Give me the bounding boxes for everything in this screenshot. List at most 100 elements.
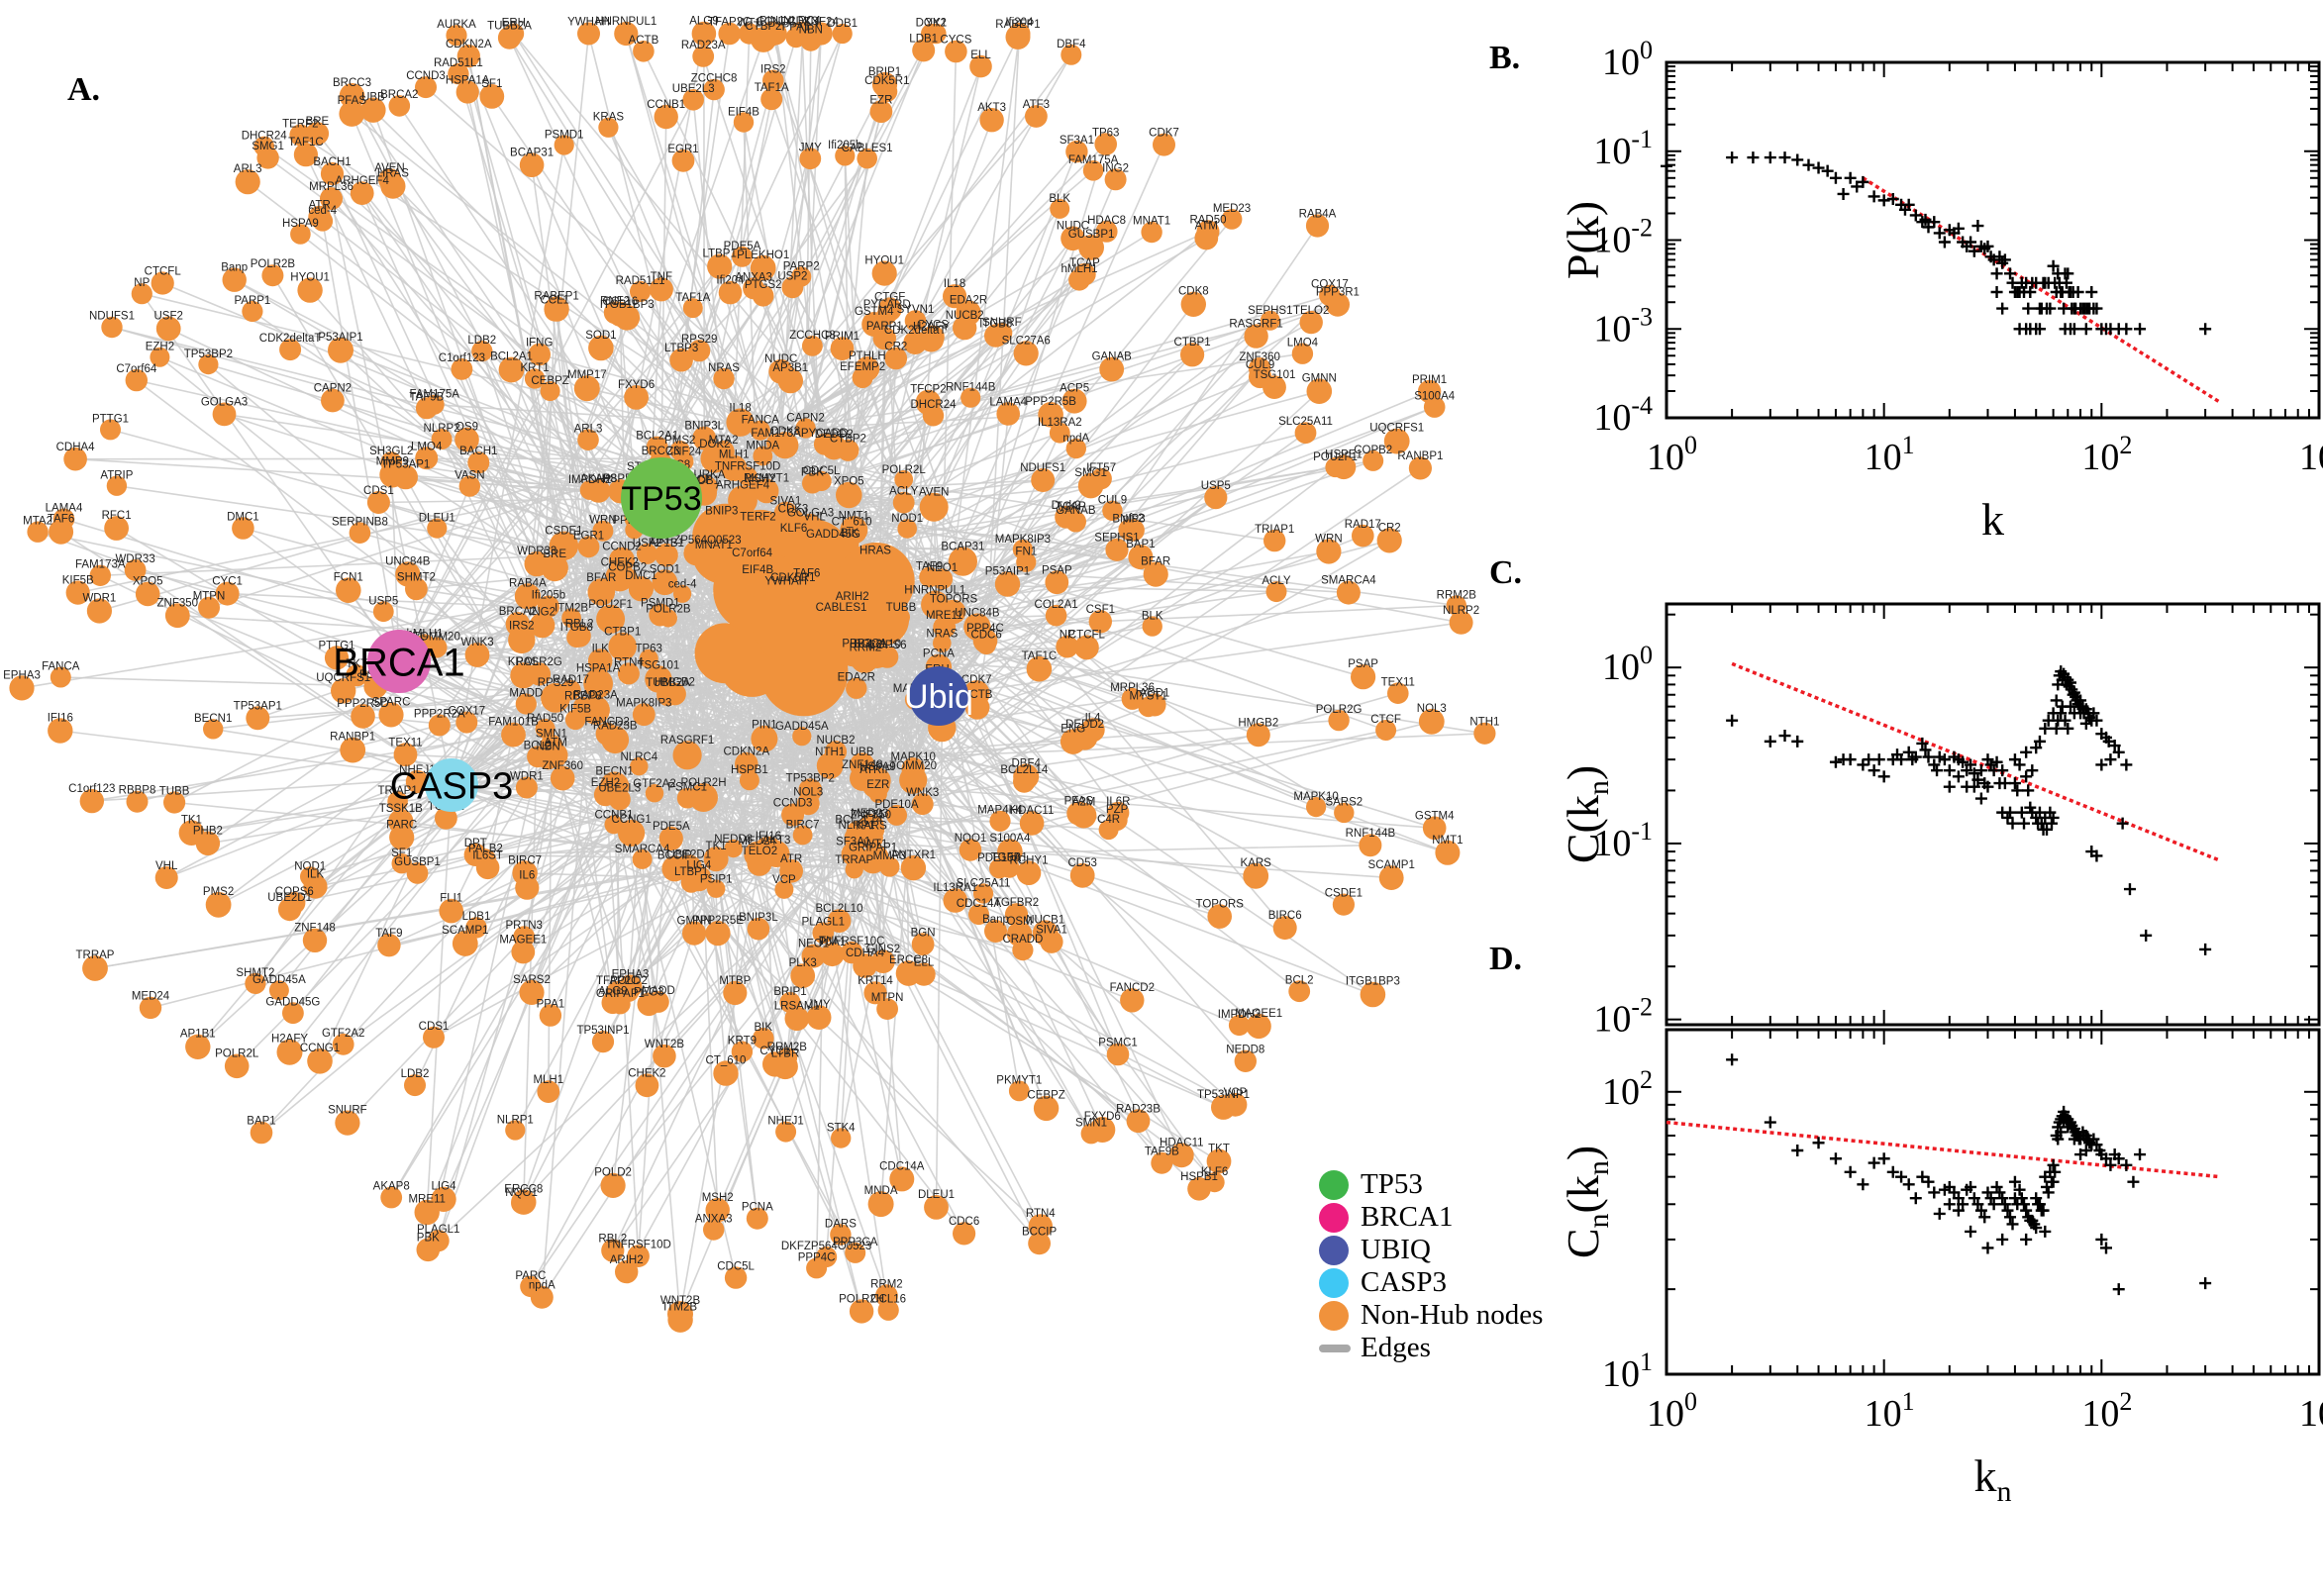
non-hub-node [415, 447, 439, 470]
node-label: SF3A1 [1060, 135, 1094, 147]
node-label: SMARCA4 [615, 844, 670, 855]
x-tick-label: 103 [2299, 1387, 2323, 1435]
axis-ticks [1666, 61, 2320, 419]
non-hub-node [733, 112, 755, 133]
node-label: SMG1 [252, 141, 284, 152]
node-label: RANBP1 [1397, 450, 1443, 462]
node-label: IL13RA1 [933, 882, 977, 894]
node-label: BCL2L10 [816, 903, 863, 915]
node-label: NLRP2 [424, 423, 460, 435]
node-label: PYCARD [801, 428, 849, 440]
node-label: PMS2 [664, 435, 695, 447]
non-hub-node [989, 810, 1011, 832]
non-hub-node [520, 1275, 542, 1298]
y-tick-label: 102 [1602, 1065, 1653, 1113]
node-label: ILK [307, 868, 325, 880]
non-hub-node [726, 408, 755, 437]
non-hub-node [831, 1128, 852, 1148]
non-hub-node [875, 1284, 898, 1308]
node-label: CDHA4 [846, 948, 885, 959]
non-hub-node [738, 466, 758, 487]
non-hub-node [515, 776, 538, 799]
node-label: MNDA [746, 441, 779, 452]
non-hub-node [268, 980, 289, 1001]
x-axis-title: kn [1974, 1450, 2012, 1508]
node-label: SIVA1 [770, 496, 802, 508]
node-label: SPARC [372, 696, 411, 708]
non-hub-node [984, 920, 1007, 943]
node-label: RAD23A [681, 40, 726, 51]
non-hub-node [573, 375, 600, 402]
non-hub-node [464, 643, 490, 667]
non-hub-node [682, 298, 703, 319]
node-label: PPP4C [966, 623, 1004, 635]
non-hub-node [360, 97, 386, 123]
non-hub-node [689, 783, 718, 812]
node-label: TELO2 [1293, 305, 1329, 317]
node-label: PLAGL1 [802, 917, 845, 929]
node-label: SEPHS1 [1248, 305, 1292, 317]
node-label: RTN4 [1026, 1208, 1056, 1220]
node-label: TP53AP1 [381, 459, 430, 471]
node-label: RABEP1 [995, 19, 1040, 31]
node-label: NLRP2 [1443, 605, 1479, 617]
non-hub-node [637, 543, 657, 564]
node-label: BFAR [586, 572, 616, 584]
node-label: IL4 [1085, 712, 1102, 724]
non-hub-node [126, 790, 149, 813]
hub-nodes: TP53 BRCA1 CASP3 Ubiq [333, 457, 973, 812]
node-label: CAPN2 [314, 383, 352, 395]
non-hub-node [1383, 428, 1410, 454]
node-label: NUCB1 [1026, 914, 1064, 926]
non-hub-node [703, 78, 725, 101]
node-label: VHL [155, 860, 178, 872]
node-label: ZNF24 [666, 446, 702, 457]
non-hub-node [877, 297, 902, 322]
node-label: NUCB2 [946, 310, 984, 322]
node-label: TOMM20 [889, 760, 937, 772]
non-hub-node [832, 23, 853, 45]
non-hub-node [1363, 449, 1384, 471]
non-hub-nodes [9, 21, 1496, 1333]
y-tick-label: 10-3 [1593, 302, 1653, 349]
non-hub-node [351, 704, 375, 729]
node-label: FN1 [1015, 547, 1037, 558]
node-label: Banp [221, 262, 248, 274]
axis-ticks [1666, 604, 2320, 1025]
node-label: AKAP8 [580, 473, 617, 485]
non-hub-node [1234, 1049, 1258, 1073]
hub-node-brca1 [367, 630, 431, 693]
node-label: ZNF360 [542, 760, 583, 772]
non-hub-node [346, 664, 368, 687]
node-label: NQO1 [955, 833, 987, 845]
non-hub-node [580, 695, 610, 725]
non-hub-node [627, 1245, 650, 1267]
edge-swatch-icon [1319, 1344, 1351, 1352]
non-hub-node [682, 921, 707, 946]
non-hub-node [1013, 763, 1040, 790]
node-label: DBF4 [1011, 757, 1041, 769]
node-label: NOD1 [891, 513, 923, 525]
non-hub-node [884, 347, 908, 370]
node-label: USP2 [777, 270, 807, 282]
non-hub-node [1077, 472, 1104, 499]
non-hub-node [9, 675, 35, 701]
non-hub-node [529, 612, 556, 639]
non-hub-node [1387, 682, 1409, 704]
node-label: SF1 [481, 78, 502, 90]
non-hub-node [1033, 1095, 1060, 1122]
node-label: ZCCHC8 [691, 73, 738, 85]
node-label: DDB1 [827, 18, 858, 30]
node-label: BRIP1 [773, 986, 806, 998]
node-label: CDK2deltaT [259, 333, 322, 345]
non-hub-node [1180, 291, 1207, 317]
non-hub-node [535, 718, 556, 739]
non-hub-node [751, 725, 778, 752]
node-label: pfs2 [1123, 513, 1145, 525]
scatter-markers [1661, 151, 2212, 336]
node-label: CDK2deltaT [884, 325, 947, 337]
node-label: NMT1 [1432, 835, 1463, 847]
node-label: MRE11 [408, 1194, 446, 1206]
node-label: TNF [651, 271, 672, 283]
non-hub-node [1328, 709, 1350, 732]
